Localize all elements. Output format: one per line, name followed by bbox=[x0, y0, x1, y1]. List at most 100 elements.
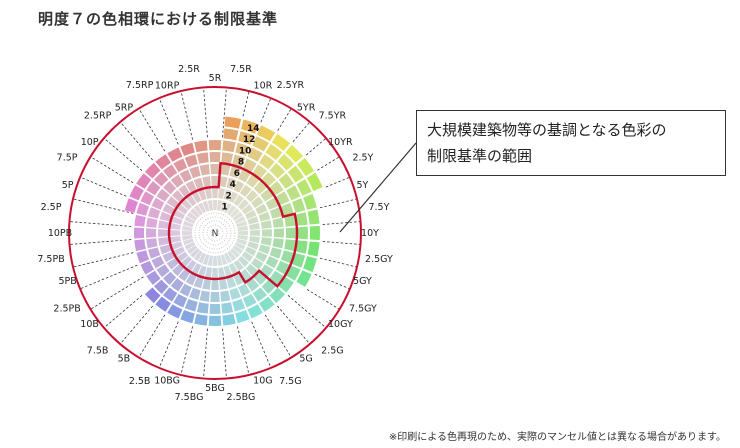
hue-division-line bbox=[251, 321, 272, 369]
hue-label: 10Y bbox=[361, 228, 379, 239]
color-segment bbox=[186, 259, 197, 272]
color-segment bbox=[170, 236, 181, 244]
color-segment bbox=[224, 202, 232, 214]
color-segment bbox=[307, 241, 320, 257]
color-segment bbox=[162, 203, 175, 215]
color-segment bbox=[238, 283, 251, 297]
color-segment bbox=[224, 252, 232, 264]
color-segment bbox=[176, 204, 189, 215]
color-segment bbox=[296, 179, 312, 196]
color-segment bbox=[211, 175, 219, 187]
color-segment bbox=[252, 287, 267, 302]
color-segment bbox=[151, 197, 165, 210]
color-segment bbox=[232, 298, 246, 312]
color-segment bbox=[259, 154, 275, 170]
color-segment bbox=[158, 237, 170, 246]
hue-division-line bbox=[287, 295, 327, 329]
hue-label: 5GY bbox=[353, 276, 372, 287]
color-segment bbox=[173, 209, 185, 220]
color-segment bbox=[249, 229, 261, 237]
color-segment bbox=[166, 196, 179, 209]
color-segment bbox=[171, 241, 183, 250]
hue-division-line bbox=[103, 295, 143, 329]
hue-label: 2.5Y bbox=[352, 153, 373, 164]
color-segment bbox=[221, 302, 234, 314]
color-segment bbox=[236, 238, 248, 246]
color-segment bbox=[217, 255, 223, 266]
hue-division-line bbox=[305, 137, 327, 156]
color-segment bbox=[260, 220, 272, 229]
hue-label: 10YR bbox=[328, 137, 353, 148]
color-segment bbox=[303, 193, 317, 210]
color-segment bbox=[193, 276, 204, 289]
hue-label: 10B bbox=[80, 319, 99, 330]
hue-division-line bbox=[319, 198, 358, 209]
color-segment bbox=[269, 247, 282, 259]
color-segment bbox=[220, 290, 231, 302]
color-segment bbox=[157, 229, 169, 237]
chroma-label: 6 bbox=[234, 169, 240, 179]
hue-division-line bbox=[158, 321, 179, 369]
color-segment bbox=[233, 194, 244, 207]
color-segment bbox=[227, 250, 237, 261]
hue-label: 10PB bbox=[48, 228, 72, 239]
color-segment bbox=[249, 222, 260, 230]
color-segment bbox=[220, 254, 228, 266]
color-segment bbox=[218, 267, 226, 278]
chroma-label: 1 bbox=[221, 203, 227, 213]
hue-label: 10R bbox=[254, 81, 273, 92]
color-segment bbox=[172, 190, 185, 203]
hue-division-line bbox=[237, 326, 250, 376]
color-segment bbox=[194, 313, 208, 326]
color-segment bbox=[265, 144, 283, 161]
color-segment bbox=[171, 216, 183, 225]
color-segment bbox=[198, 202, 206, 214]
hue-division-line bbox=[306, 289, 340, 310]
hue-label: 2.5RP bbox=[84, 111, 112, 122]
hue-label: 5RP bbox=[115, 103, 134, 114]
color-segment bbox=[163, 271, 177, 285]
hue-division-line bbox=[222, 87, 227, 138]
hue-division-line bbox=[180, 90, 193, 140]
hue-division-line bbox=[203, 328, 208, 379]
hue-division-line bbox=[72, 198, 134, 214]
color-segment bbox=[259, 296, 275, 312]
color-segment bbox=[223, 189, 232, 201]
hue-division-line bbox=[264, 314, 292, 358]
limit-boundary-line bbox=[167, 161, 299, 288]
color-segment bbox=[237, 235, 248, 241]
color-segment bbox=[307, 209, 320, 225]
color-segment bbox=[173, 246, 185, 257]
color-segment bbox=[234, 242, 246, 250]
color-segment bbox=[140, 191, 155, 206]
color-segment bbox=[155, 154, 171, 170]
color-segment bbox=[182, 230, 193, 236]
color-segment bbox=[170, 174, 184, 188]
color-segment bbox=[217, 200, 223, 211]
neutral-ring bbox=[210, 228, 220, 238]
callout-line-2: 制限基準の範囲 bbox=[427, 147, 533, 165]
chroma-label: 8 bbox=[238, 158, 244, 168]
color-segment bbox=[170, 229, 181, 237]
color-segment bbox=[255, 203, 268, 215]
hue-label: 10P bbox=[81, 137, 99, 148]
color-segment bbox=[159, 244, 172, 255]
color-segment bbox=[196, 152, 209, 164]
hue-label: 7.5GY bbox=[349, 303, 377, 314]
color-segment bbox=[246, 174, 260, 188]
color-segment bbox=[306, 172, 323, 192]
hue-label: 2.5B bbox=[129, 376, 151, 387]
color-segment bbox=[156, 264, 170, 278]
hue-label: 7.5Y bbox=[368, 202, 389, 213]
color-segment bbox=[153, 279, 169, 295]
color-segment bbox=[184, 298, 198, 312]
color-segment bbox=[191, 263, 202, 275]
color-segment bbox=[237, 225, 248, 231]
color-segment bbox=[167, 147, 183, 162]
color-segment bbox=[187, 211, 198, 221]
color-segment bbox=[146, 238, 158, 249]
color-segment bbox=[180, 310, 195, 324]
color-segment bbox=[223, 265, 232, 277]
color-segment bbox=[228, 263, 239, 275]
